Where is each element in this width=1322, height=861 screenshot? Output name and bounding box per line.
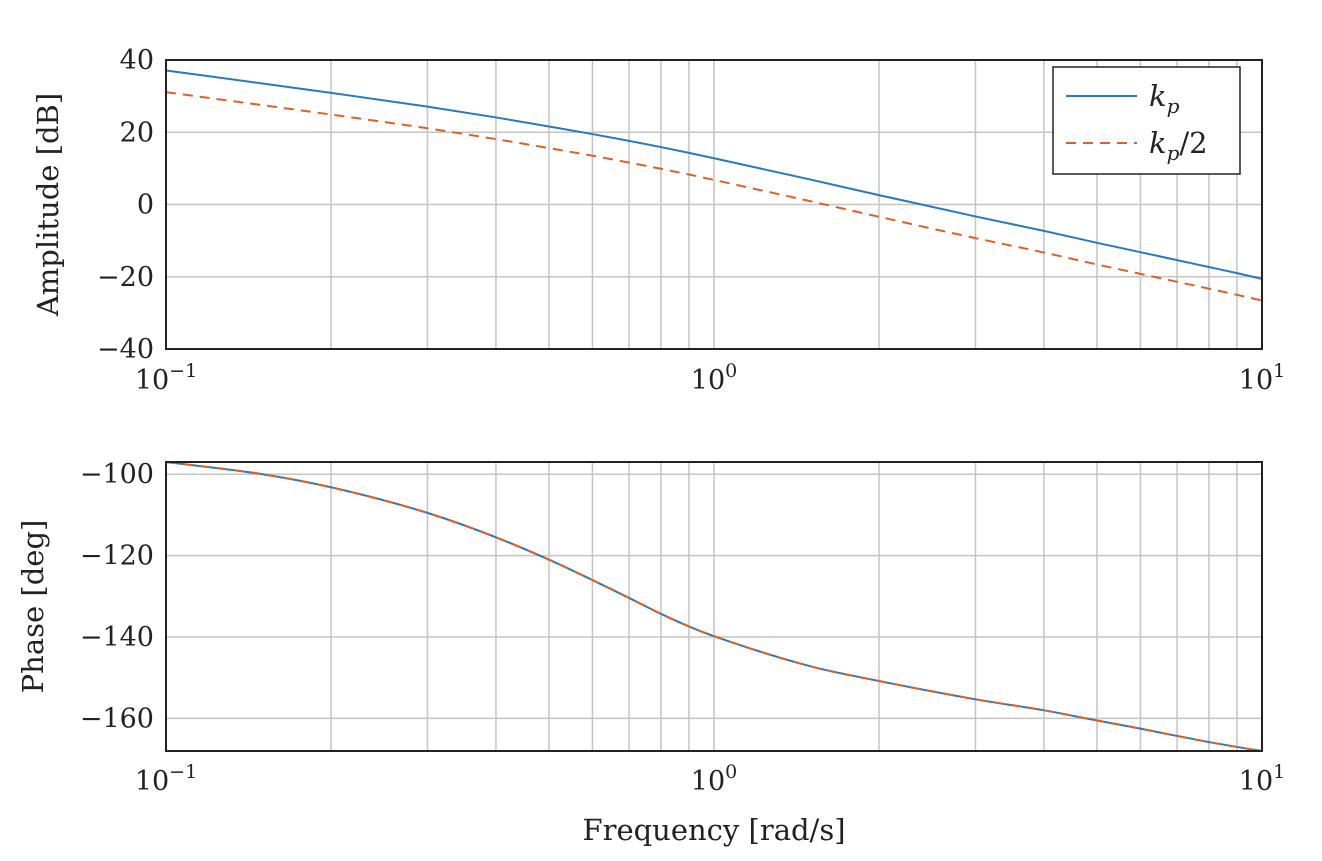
legend-label-1: kp: [1149, 79, 1180, 118]
y-tick-label: −20: [97, 262, 154, 293]
legend-box: [1052, 66, 1241, 175]
series-line-2: [166, 462, 1262, 751]
x-tick-label: 101: [1239, 761, 1285, 797]
x-tick-label: 100: [691, 360, 737, 396]
x-tick-label: 10−1: [135, 761, 197, 797]
y-tick-label: −140: [80, 622, 154, 653]
series-line-2: [166, 91, 1262, 302]
y-tick-label: 40: [120, 45, 154, 76]
x-axis-label: Frequency [rad/s]: [582, 813, 845, 847]
grid: [166, 462, 1262, 751]
series-group: [166, 69, 1262, 302]
y-tick-label: −120: [80, 541, 154, 572]
plot-frame: [165, 461, 1263, 752]
y-tick-label: −40: [97, 334, 154, 365]
y-tick-label: 20: [120, 117, 154, 148]
series-group: [166, 462, 1262, 751]
y-axis-label: Amplitude [dB]: [31, 93, 65, 317]
grid: [166, 60, 1262, 349]
x-tick-label: 101: [1239, 360, 1285, 396]
legend-label-2: kp/2: [1149, 126, 1208, 165]
plot-frame: [165, 59, 1263, 350]
series-line-1: [166, 69, 1262, 280]
y-tick-label: 0: [137, 190, 154, 221]
y-tick-label: −160: [80, 703, 154, 734]
y-tick-label: −100: [80, 459, 154, 490]
y-axis-label: Phase [deg]: [16, 520, 50, 694]
legend: kp kp/2: [1052, 66, 1241, 175]
x-tick-label: 100: [691, 761, 737, 797]
x-tick-label: 10−1: [135, 360, 197, 396]
phase-panel: −100 −120 −140 −160 10−1 100 101 Phase [deg] Fre…: [16, 459, 1285, 847]
